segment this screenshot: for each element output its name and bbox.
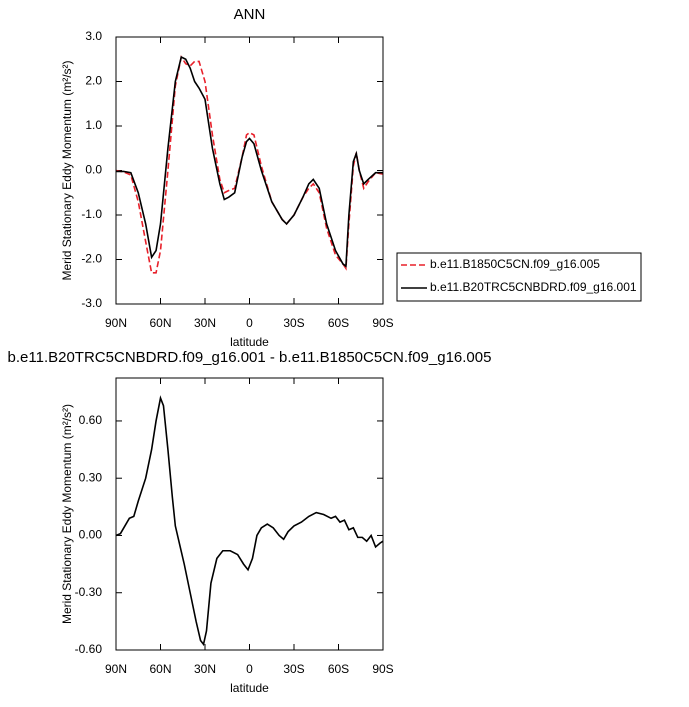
y-tick-label: 0.00 xyxy=(79,528,103,542)
y-tick-label: 0.0 xyxy=(85,163,102,177)
y-tick-label: 3.0 xyxy=(85,29,102,43)
x-axis-label: latitude xyxy=(230,681,269,695)
x-tick-label: 0 xyxy=(246,662,253,676)
y-tick-label: -0.60 xyxy=(75,642,103,656)
x-tick-label: 90N xyxy=(105,662,127,676)
data-line xyxy=(116,55,383,268)
y-tick-label: -1.0 xyxy=(81,207,102,221)
chart-title: b.e11.B20TRC5CNBDRD.f09_g16.001 - b.e11.… xyxy=(8,349,492,366)
y-tick-label: -3.0 xyxy=(81,296,102,310)
plot-frame xyxy=(115,377,384,651)
legend-box xyxy=(396,252,642,302)
x-tick-label: 90N xyxy=(105,316,127,330)
y-tick-label: 0.60 xyxy=(79,413,103,427)
x-tick-label: 60S xyxy=(328,316,349,330)
y-axis-label: Merid Stationary Eddy Momentum (m²/s²) xyxy=(60,60,74,280)
x-tick-label: 90S xyxy=(372,662,393,676)
x-tick-label: 30S xyxy=(283,662,304,676)
y-tick-label: 0.30 xyxy=(79,470,103,484)
x-axis-label: latitude xyxy=(230,335,269,349)
y-tick-label: -2.0 xyxy=(81,252,102,266)
x-tick-label: 60N xyxy=(149,316,171,330)
x-tick-label: 60N xyxy=(149,662,171,676)
data-line xyxy=(115,395,384,647)
x-tick-label: 30S xyxy=(283,316,304,330)
y-tick-label: 2.0 xyxy=(85,74,102,88)
x-tick-label: 60S xyxy=(328,662,349,676)
chart-title: ANN xyxy=(234,6,266,23)
y-tick-label: 1.0 xyxy=(85,118,102,132)
y-axis-label: Merid Stationary Eddy Momentum (m²/s²) xyxy=(60,404,74,624)
x-tick-label: 90S xyxy=(372,316,393,330)
x-tick-label: 30N xyxy=(194,662,216,676)
plot-frame xyxy=(115,36,384,305)
data-line xyxy=(115,54,384,274)
y-tick-label: -0.30 xyxy=(75,585,103,599)
legend-label: b.e11.B1850C5CN.f09_g16.005 xyxy=(430,257,600,271)
x-tick-label: 0 xyxy=(246,316,253,330)
legend-label: b.e11.B20TRC5CNBDRD.f09_g16.001 xyxy=(430,280,637,294)
x-tick-label: 30N xyxy=(194,316,216,330)
